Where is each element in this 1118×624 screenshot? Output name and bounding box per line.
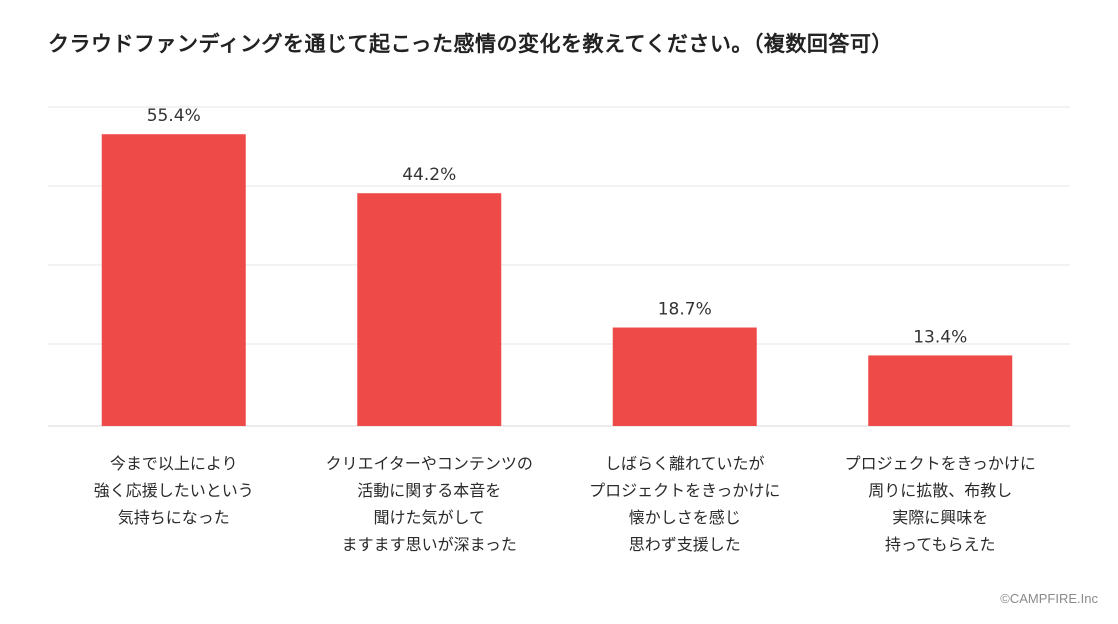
value-label-2: 18.7%	[658, 300, 712, 320]
bar-2	[612, 327, 757, 426]
category-label-3: プロジェクトをきっかけに 周りに拡散、布教し 実際に興味を 持ってもらえた	[844, 454, 1036, 554]
category-label-1: クリエイターやコンテンツの 活動に関する本音を 聞けた気がして ますます思いが深…	[325, 454, 533, 554]
copyright-credit: ©CAMPFIRE.Inc	[1000, 591, 1098, 606]
chart-title: クラウドファンディングを通じて起こった感情の変化を教えてください。（複数回答可）	[48, 32, 893, 56]
value-label-1: 44.2%	[402, 165, 456, 185]
category-label-2: しばらく離れていたが プロジェクトをきっかけに 懐かしさを感じ 思わず支援した	[589, 454, 781, 554]
value-label-0: 55.4%	[147, 106, 201, 126]
value-label-3: 13.4%	[913, 327, 967, 347]
bar-0	[101, 134, 246, 426]
category-label-0: 今まで以上により 強く応援したいという 気持ちになった	[93, 454, 254, 527]
bar-1	[357, 193, 502, 426]
bar-3	[868, 355, 1013, 426]
